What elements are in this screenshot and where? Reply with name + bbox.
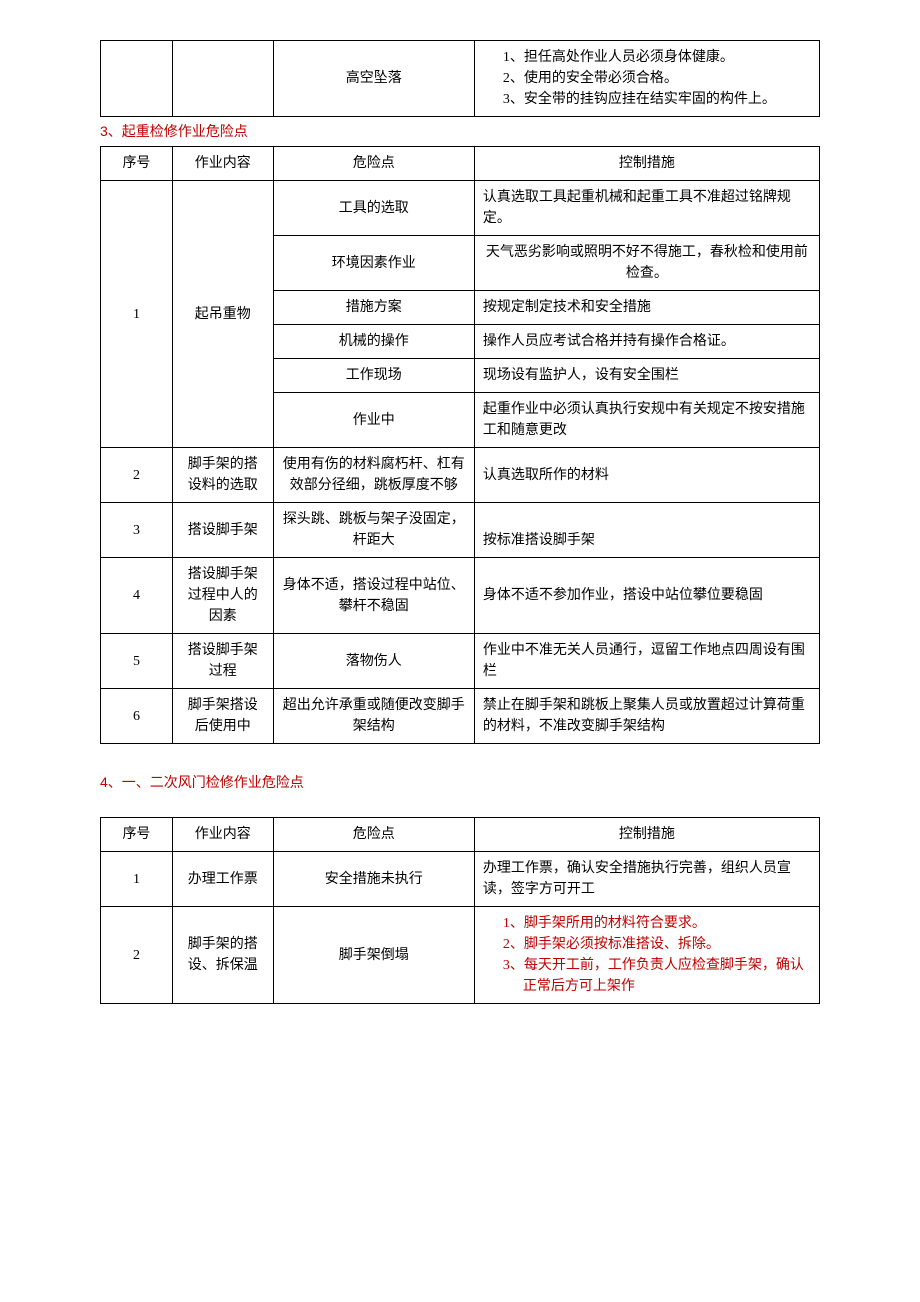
- cell-work: 脚手架的搭设料的选取: [172, 448, 273, 503]
- header-risk: 危险点: [273, 818, 474, 852]
- cell-risk: 脚手架倒塌: [273, 907, 474, 1004]
- cell-idx: 2: [101, 448, 173, 503]
- cell-idx: 1: [101, 181, 173, 448]
- cell-ctrl: 认真选取所作的材料: [474, 448, 819, 503]
- table-section3: 序号 作业内容 危险点 控制措施 1 起吊重物 工具的选取 认真选取工具起重机械…: [100, 146, 820, 744]
- cell-work: 办理工作票: [172, 852, 273, 907]
- cell-ctrl: 天气恶劣影响或照明不好不得施工，春秋检和使用前检查。: [474, 236, 819, 291]
- cell-risk: 机械的操作: [273, 325, 474, 359]
- table-row: 2 脚手架的搭设、拆保温 脚手架倒塌 脚手架所用的材料符合要求。 脚手架必须按标…: [101, 907, 820, 1004]
- cell-ctrl: 认真选取工具起重机械和起重工具不准超过铭牌规定。: [474, 181, 819, 236]
- table-header-row: 序号 作业内容 危险点 控制措施: [101, 818, 820, 852]
- cell-ctrl: 现场设有监护人，设有安全围栏: [474, 359, 819, 393]
- section4-title: 4、一、二次风门检修作业危险点: [100, 772, 820, 793]
- cell-idx: [101, 41, 173, 117]
- header-work: 作业内容: [172, 147, 273, 181]
- measure-item: 担任高处作业人员必须身体健康。: [503, 47, 811, 68]
- cell-idx: 2: [101, 907, 173, 1004]
- cell-work: [172, 41, 273, 117]
- cell-risk: 超出允许承重或随便改变脚手架结构: [273, 689, 474, 744]
- cell-work: 脚手架的搭设、拆保温: [172, 907, 273, 1004]
- table-row: 3 搭设脚手架 探头跳、跳板与架子没固定，杆距大 按标准搭设脚手架: [101, 503, 820, 558]
- table-row: 2 脚手架的搭设料的选取 使用有伤的材料腐朽杆、杠有效部分径细，跳板厚度不够 认…: [101, 448, 820, 503]
- cell-ctrl: 操作人员应考试合格并持有操作合格证。: [474, 325, 819, 359]
- cell-risk: 使用有伤的材料腐朽杆、杠有效部分径细，跳板厚度不够: [273, 448, 474, 503]
- header-ctrl: 控制措施: [474, 818, 819, 852]
- header-idx: 序号: [101, 147, 173, 181]
- cell-risk: 探头跳、跳板与架子没固定，杆距大: [273, 503, 474, 558]
- table-row: 6 脚手架搭设后使用中 超出允许承重或随便改变脚手架结构 禁止在脚手架和跳板上聚…: [101, 689, 820, 744]
- table-row: 1 起吊重物 工具的选取 认真选取工具起重机械和起重工具不准超过铭牌规定。: [101, 181, 820, 236]
- header-work: 作业内容: [172, 818, 273, 852]
- cell-ctrl: 担任高处作业人员必须身体健康。 使用的安全带必须合格。 安全带的挂钩应挂在结实牢…: [474, 41, 819, 117]
- cell-ctrl: 脚手架所用的材料符合要求。 脚手架必须按标准搭设、拆除。 每天开工前，工作负责人…: [474, 907, 819, 1004]
- cell-ctrl: 按规定制定技术和安全措施: [474, 291, 819, 325]
- measures-list: 脚手架所用的材料符合要求。 脚手架必须按标准搭设、拆除。 每天开工前，工作负责人…: [483, 913, 811, 997]
- cell-risk: 措施方案: [273, 291, 474, 325]
- cell-risk: 身体不适，搭设过程中站位、攀杆不稳固: [273, 558, 474, 634]
- table-row: 1 办理工作票 安全措施未执行 办理工作票，确认安全措施执行完善，组织人员宣读，…: [101, 852, 820, 907]
- cell-ctrl: 身体不适不参加作业，搭设中站位攀位要稳固: [474, 558, 819, 634]
- section3-title: 3、起重检修作业危险点: [100, 121, 820, 142]
- table-row: 4 搭设脚手架过程中人的因素 身体不适，搭设过程中站位、攀杆不稳固 身体不适不参…: [101, 558, 820, 634]
- header-ctrl: 控制措施: [474, 147, 819, 181]
- table-header-row: 序号 作业内容 危险点 控制措施: [101, 147, 820, 181]
- cell-work: 搭设脚手架: [172, 503, 273, 558]
- table-section4: 序号 作业内容 危险点 控制措施 1 办理工作票 安全措施未执行 办理工作票，确…: [100, 817, 820, 1004]
- header-risk: 危险点: [273, 147, 474, 181]
- cell-ctrl: 办理工作票，确认安全措施执行完善，组织人员宣读，签字方可开工: [474, 852, 819, 907]
- measure-item: 安全带的挂钩应挂在结实牢固的构件上。: [503, 89, 811, 110]
- measure-item: 脚手架所用的材料符合要求。: [503, 913, 811, 934]
- cell-work: 搭设脚手架过程中人的因素: [172, 558, 273, 634]
- cell-risk: 落物伤人: [273, 634, 474, 689]
- measure-item: 使用的安全带必须合格。: [503, 68, 811, 89]
- cell-work: 搭设脚手架过程: [172, 634, 273, 689]
- table-row: 5 搭设脚手架过程 落物伤人 作业中不准无关人员通行，逗留工作地点四周设有围栏: [101, 634, 820, 689]
- cell-ctrl: 禁止在脚手架和跳板上聚集人员或放置超过计算荷重的材料，不准改变脚手架结构: [474, 689, 819, 744]
- cell-idx: 5: [101, 634, 173, 689]
- cell-risk: 安全措施未执行: [273, 852, 474, 907]
- cell-risk: 环境因素作业: [273, 236, 474, 291]
- cell-work: 起吊重物: [172, 181, 273, 448]
- cell-risk: 高空坠落: [273, 41, 474, 117]
- cell-idx: 4: [101, 558, 173, 634]
- measures-list: 担任高处作业人员必须身体健康。 使用的安全带必须合格。 安全带的挂钩应挂在结实牢…: [483, 47, 811, 110]
- cell-idx: 6: [101, 689, 173, 744]
- cell-risk: 工作现场: [273, 359, 474, 393]
- cell-risk: 工具的选取: [273, 181, 474, 236]
- table-fragment-top: 高空坠落 担任高处作业人员必须身体健康。 使用的安全带必须合格。 安全带的挂钩应…: [100, 40, 820, 117]
- measure-item: 脚手架必须按标准搭设、拆除。: [503, 934, 811, 955]
- cell-ctrl: 作业中不准无关人员通行，逗留工作地点四周设有围栏: [474, 634, 819, 689]
- cell-ctrl: 起重作业中必须认真执行安规中有关规定不按安措施工和随意更改: [474, 393, 819, 448]
- cell-work: 脚手架搭设后使用中: [172, 689, 273, 744]
- table-row: 高空坠落 担任高处作业人员必须身体健康。 使用的安全带必须合格。 安全带的挂钩应…: [101, 41, 820, 117]
- header-idx: 序号: [101, 818, 173, 852]
- cell-idx: 3: [101, 503, 173, 558]
- measure-item: 每天开工前，工作负责人应检查脚手架，确认正常后方可上架作: [503, 955, 811, 997]
- cell-risk: 作业中: [273, 393, 474, 448]
- cell-ctrl: 按标准搭设脚手架: [474, 503, 819, 558]
- cell-idx: 1: [101, 852, 173, 907]
